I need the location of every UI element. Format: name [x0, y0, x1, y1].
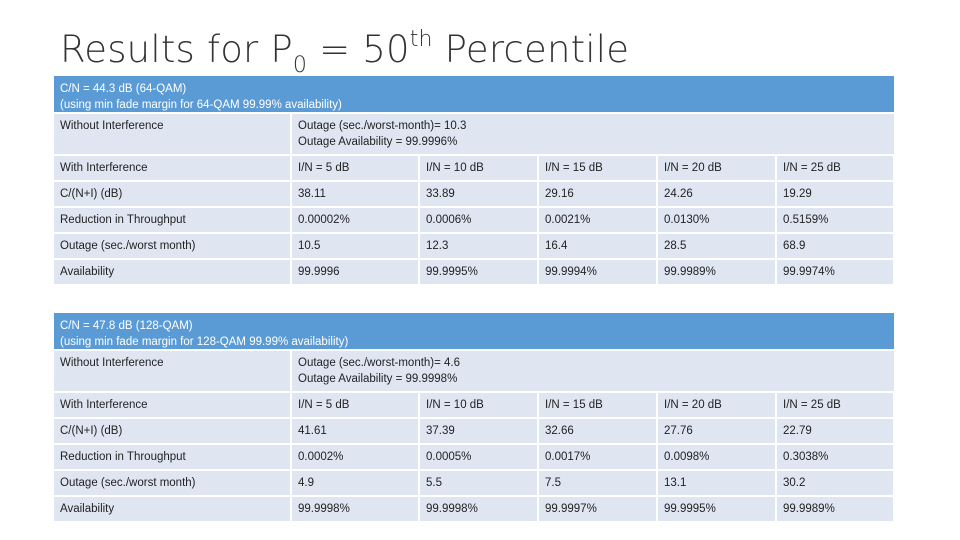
value-cell: 99.9995% [658, 497, 777, 521]
table-row-with-interference: With Interference I/N = 5 dB I/N = 10 dB… [54, 156, 894, 182]
table-row-outage: Outage (sec./worst month) 10.5 12.3 16.4… [54, 234, 894, 260]
value-cell: 13.1 [658, 471, 777, 495]
value-cell: 19.29 [777, 182, 893, 206]
results-table-128qam: C/N = 47.8 dB (128-QAM) (using min fade … [54, 313, 894, 523]
title-main: Results for P [60, 28, 293, 71]
value-cell: 30.2 [777, 471, 893, 495]
row-label: With Interference [54, 156, 292, 180]
title-subscript: 0 [292, 53, 308, 78]
title-end: Percentile [432, 28, 630, 71]
results-table-64qam: C/N = 44.3 dB (64-QAM) (using min fade m… [54, 76, 894, 286]
value-cell: 99.9994% [539, 260, 658, 284]
value-cell: 0.0017% [539, 445, 658, 469]
value-cell: 99.9989% [658, 260, 777, 284]
value-cell: 32.66 [539, 419, 658, 443]
value-cell: 12.3 [420, 234, 539, 258]
outage-availability: Outage Availability = 99.9996% [298, 136, 458, 148]
value-cell: 10.5 [292, 234, 420, 258]
value-cell: 4.9 [292, 471, 420, 495]
in-level-cell: I/N = 25 dB [777, 393, 893, 417]
value-cell: 0.00002% [292, 208, 420, 232]
table-row-availability: Availability 99.9996 99.9995% 99.9994% 9… [54, 260, 894, 286]
in-level-cell: I/N = 5 dB [292, 156, 420, 180]
in-level-cell: I/N = 5 dB [292, 393, 420, 417]
in-level-cell: I/N = 20 dB [658, 156, 777, 180]
outage-availability: Outage Availability = 99.9998% [298, 373, 458, 385]
value-cell: 0.5159% [777, 208, 893, 232]
value-cell: 38.11 [292, 182, 420, 206]
title-superscript: th [409, 27, 433, 52]
table-row-availability: Availability 99.9998% 99.9998% 99.9997% … [54, 497, 894, 523]
row-label: Reduction in Throughput [54, 445, 292, 469]
value-cell: 0.0002% [292, 445, 420, 469]
row-label: Availability [54, 260, 292, 284]
outage-value: Outage (sec./worst-month)= 10.3 [298, 120, 467, 132]
in-level-cell: I/N = 10 dB [420, 393, 539, 417]
value-cell: 29.16 [539, 182, 658, 206]
in-level-cell: I/N = 15 dB [539, 156, 658, 180]
value-cell: 0.0098% [658, 445, 777, 469]
table-row-without-interference: Without Interference Outage (sec./worst-… [54, 114, 894, 156]
row-label: Outage (sec./worst month) [54, 234, 292, 258]
value-cell: 99.9989% [777, 497, 893, 521]
row-label: Outage (sec./worst month) [54, 471, 292, 495]
table-row-throughput: Reduction in Throughput 0.0002% 0.0005% … [54, 445, 894, 471]
value-cell: 99.9996 [292, 260, 420, 284]
in-level-cell: I/N = 20 dB [658, 393, 777, 417]
value-cell: 5.5 [420, 471, 539, 495]
value-cell: 99.9995% [420, 260, 539, 284]
value-cell: 0.0021% [539, 208, 658, 232]
slide-title: Results for P0 = 50th Percentile [60, 12, 630, 78]
without-interference-result: Outage (sec./worst-month)= 4.6 Outage Av… [292, 351, 894, 391]
value-cell: 68.9 [777, 234, 893, 258]
table-header: C/N = 44.3 dB (64-QAM) (using min fade m… [54, 76, 894, 114]
row-label: C/(N+I) (dB) [54, 419, 292, 443]
header-note: (using min fade margin for 128-QAM 99.99… [60, 336, 349, 348]
without-interference-result: Outage (sec./worst-month)= 10.3 Outage A… [292, 114, 894, 154]
value-cell: 0.0130% [658, 208, 777, 232]
value-cell: 0.0006% [420, 208, 539, 232]
row-label: Reduction in Throughput [54, 208, 292, 232]
outage-value: Outage (sec./worst-month)= 4.6 [298, 357, 461, 369]
row-label: Without Interference [54, 114, 292, 154]
table-row-outage: Outage (sec./worst month) 4.9 5.5 7.5 13… [54, 471, 894, 497]
row-label: Availability [54, 497, 292, 521]
table-row-without-interference: Without Interference Outage (sec./worst-… [54, 351, 894, 393]
value-cell: 37.39 [420, 419, 539, 443]
table-row-cni: C/(N+I) (dB) 41.61 37.39 32.66 27.76 22.… [54, 419, 894, 445]
value-cell: 16.4 [539, 234, 658, 258]
header-cn: C/N = 44.3 dB (64-QAM) [60, 83, 187, 95]
header-note: (using min fade margin for 64-QAM 99.99%… [60, 99, 342, 111]
value-cell: 0.0005% [420, 445, 539, 469]
table-row-throughput: Reduction in Throughput 0.00002% 0.0006%… [54, 208, 894, 234]
in-level-cell: I/N = 25 dB [777, 156, 893, 180]
value-cell: 99.9998% [420, 497, 539, 521]
value-cell: 24.26 [658, 182, 777, 206]
value-cell: 22.79 [777, 419, 893, 443]
value-cell: 7.5 [539, 471, 658, 495]
table-row-cni: C/(N+I) (dB) 38.11 33.89 29.16 24.26 19.… [54, 182, 894, 208]
row-label: With Interference [54, 393, 292, 417]
value-cell: 27.76 [658, 419, 777, 443]
title-mid: = 50 [307, 28, 410, 71]
row-label: C/(N+I) (dB) [54, 182, 292, 206]
value-cell: 99.9974% [777, 260, 893, 284]
in-level-cell: I/N = 10 dB [420, 156, 539, 180]
value-cell: 99.9997% [539, 497, 658, 521]
value-cell: 0.3038% [777, 445, 893, 469]
in-level-cell: I/N = 15 dB [539, 393, 658, 417]
header-cn: C/N = 47.8 dB (128-QAM) [60, 320, 193, 332]
table-row-with-interference: With Interference I/N = 5 dB I/N = 10 dB… [54, 393, 894, 419]
value-cell: 33.89 [420, 182, 539, 206]
table-header: C/N = 47.8 dB (128-QAM) (using min fade … [54, 313, 894, 351]
value-cell: 99.9998% [292, 497, 420, 521]
value-cell: 41.61 [292, 419, 420, 443]
row-label: Without Interference [54, 351, 292, 391]
value-cell: 28.5 [658, 234, 777, 258]
